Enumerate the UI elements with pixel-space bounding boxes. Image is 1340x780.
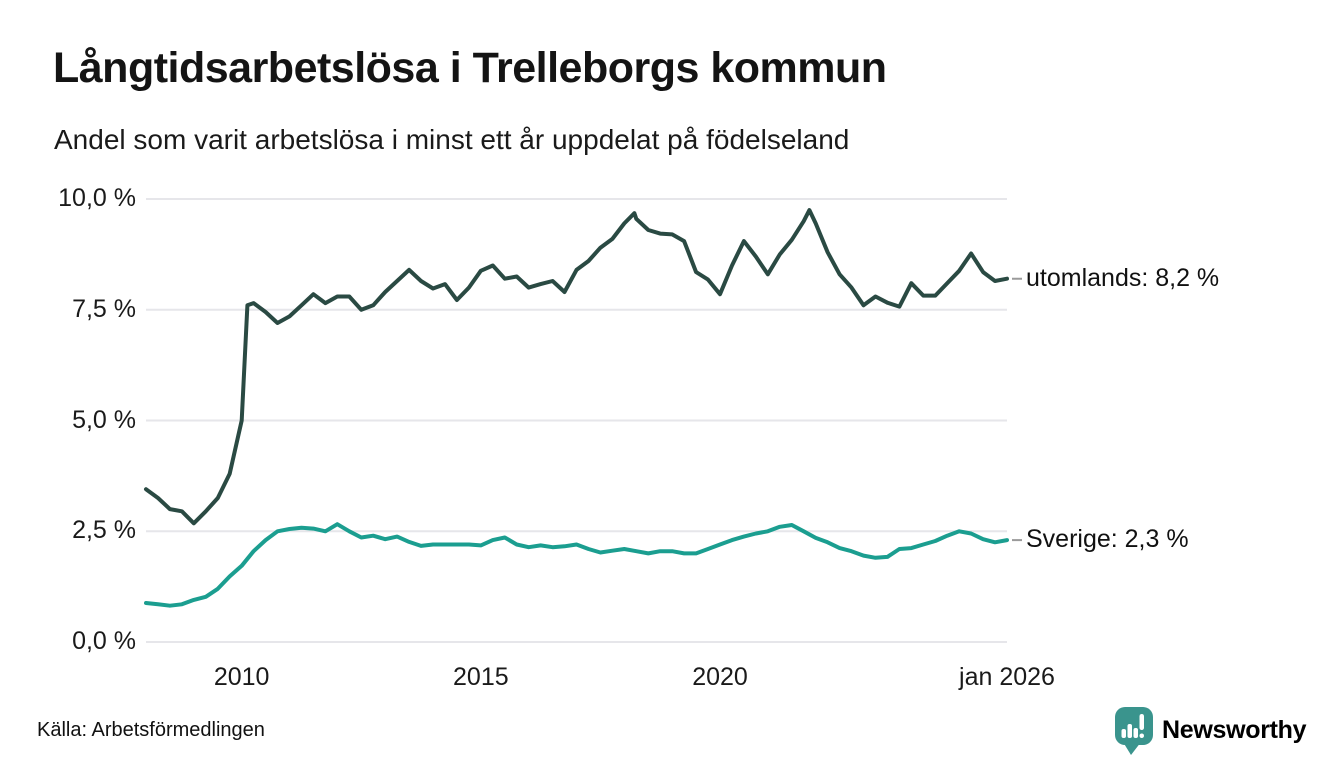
y-axis-tick-label: 0,0 % [72, 627, 136, 655]
series-line-utomlands [144, 208, 1009, 526]
source-note: Källa: Arbetsförmedlingen [37, 719, 265, 741]
chart-title: Långtidsarbetslösa i Trelleborgs kommun [53, 44, 887, 92]
brand-lockup: Newsworthy [1113, 704, 1307, 756]
y-axis-tick-label: 7,5 % [72, 294, 136, 323]
chart-subtitle: Andel som varit arbetslösa i minst ett å… [54, 124, 850, 155]
x-axis-tick-label: 2015 [453, 663, 509, 691]
y-axis-tick-label: 10,0 % [58, 184, 136, 212]
series-end-label-utomlands: utomlands: 8,2 % [1026, 263, 1220, 292]
y-axis-tick-label: 5,0 % [72, 405, 136, 434]
y-axis-tick-label: 2,5 % [72, 516, 136, 545]
series-line-sverige [144, 522, 1009, 608]
brand-name: Newsworthy [1162, 715, 1307, 744]
x-axis-tick-label: 2020 [692, 663, 748, 691]
x-axis-tick-label: jan 2026 [959, 663, 1055, 691]
newsworthy-chart-pin-icon [1115, 707, 1153, 755]
series-end-label-sverige: Sverige: 2,3 % [1026, 525, 1189, 554]
x-axis-tick-label: 2010 [213, 663, 270, 691]
